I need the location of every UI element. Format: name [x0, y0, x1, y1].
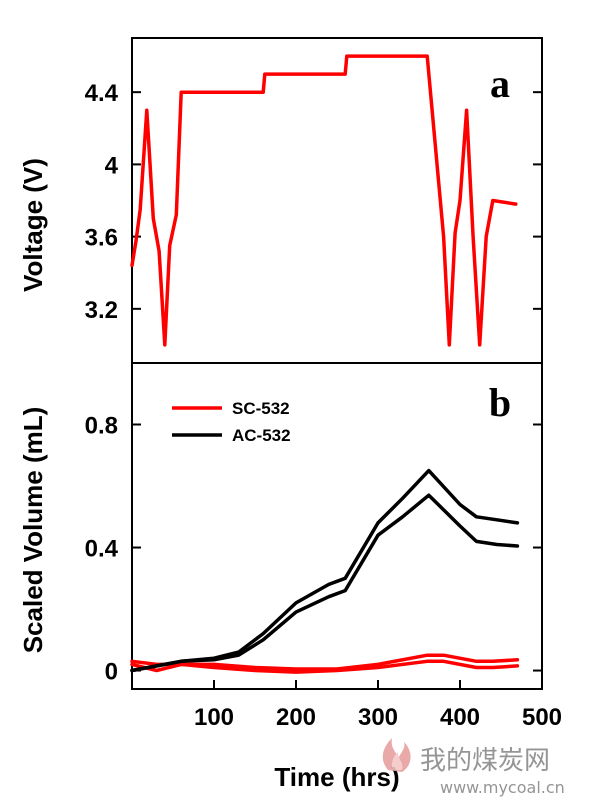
panel-a-y-axis-title: Voltage (V)	[18, 158, 48, 292]
panel-b-series	[130, 468, 520, 674]
panel-a: 3.2 3.6 4 4.4 Voltage (V) a	[18, 37, 543, 364]
watermark-url: www.mycoal.cn	[440, 778, 565, 797]
x-tick-label: 300	[358, 704, 398, 731]
y-tick-label: 3.2	[85, 297, 118, 324]
y-tick-label: 0	[105, 659, 118, 686]
flame-logo-icon	[382, 738, 411, 772]
panel-a-y-ticks: 3.2 3.6 4 4.4	[85, 80, 542, 324]
panel-b: 0 0.4 0.8 100 200 300 400 500 Scaled Volume (mL…	[18, 362, 562, 792]
watermark-text: 我的煤炭网	[420, 746, 550, 776]
series-line-voltage-0	[130, 54, 518, 347]
panel-b-frame	[131, 362, 543, 690]
legend-label-sc-532: SC-532	[232, 399, 290, 418]
panel-b-y-axis-title: Scaled Volume (mL)	[18, 407, 48, 654]
panel-b-ticks: 0 0.4 0.8 100 200 300 400 500	[85, 413, 562, 731]
x-tick-label: 400	[440, 704, 480, 731]
panel-b-x-axis-title: Time (hrs)	[274, 762, 399, 792]
series-line-ac-532-3	[130, 493, 520, 673]
y-tick-label: 0.8	[85, 413, 118, 440]
x-tick-label: 500	[522, 704, 562, 731]
y-tick-label: 4.4	[85, 80, 119, 107]
panel-a-series	[130, 54, 518, 347]
watermark: 我的煤炭网 www.mycoal.cn	[382, 738, 565, 797]
y-tick-label: 4	[105, 152, 119, 179]
x-tick-label: 200	[276, 704, 316, 731]
y-tick-label: 0.4	[85, 536, 119, 563]
y-tick-label: 3.6	[85, 225, 118, 252]
series-line-ac-532-2	[130, 468, 520, 673]
panel-a-letter: a	[490, 61, 510, 106]
legend: SC-532 AC-532	[172, 399, 291, 445]
x-tick-label: 100	[194, 704, 234, 731]
legend-label-ac-532: AC-532	[232, 426, 291, 445]
series-line-sc-532-1	[130, 659, 520, 674]
panel-b-letter: b	[489, 380, 511, 425]
